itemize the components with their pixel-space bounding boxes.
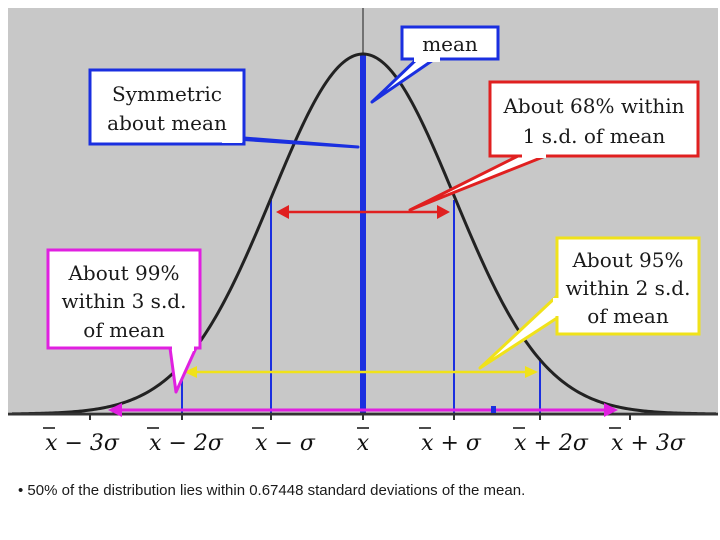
axis-label-mean: x xyxy=(357,431,370,456)
range-arrow-3sd xyxy=(108,403,618,417)
callout-symmetric-line2: about mean xyxy=(107,111,227,135)
callout-99-percent: About 99% within 3 s.d. of mean xyxy=(46,248,202,394)
callout-mean-text: mean xyxy=(422,32,478,56)
axis-label-minus-3sd: x − 3σ xyxy=(45,431,120,456)
axis-labels: x − 3σ x − 2σ x − σ x x + σ x + 2σ x + 3… xyxy=(45,431,686,456)
axis-label-plus-1sd: x + σ xyxy=(421,431,482,456)
callout-99-line2: within 3 s.d. xyxy=(62,289,187,313)
range-arrow-2sd xyxy=(184,366,538,378)
callout-95-line1: About 95% xyxy=(571,248,683,272)
range-arrow-1sd xyxy=(276,205,450,219)
axis-label-plus-2sd: x + 2σ xyxy=(514,431,589,456)
callout-95-line3: of mean xyxy=(587,304,669,328)
bell-curve xyxy=(11,52,717,416)
callout-99-line3: of mean xyxy=(83,318,165,342)
callout-99-line1: About 99% xyxy=(67,261,179,285)
small-blue-marker xyxy=(491,406,496,413)
callout-68-line2: 1 s.d. of mean xyxy=(523,124,666,148)
axis-label-minus-1sd: x − σ xyxy=(255,431,316,456)
callout-mean: mean xyxy=(370,25,500,104)
normal-distribution-diagram: mean Symmetric about mean About 68% with… xyxy=(8,8,718,456)
callout-68-line1: About 68% within xyxy=(502,94,684,118)
callout-95-percent: About 95% within 2 s.d. of mean xyxy=(478,236,701,370)
callout-symmetric: Symmetric about mean xyxy=(88,68,360,149)
caption-bullet: • 50% of the distribution lies within 0.… xyxy=(18,482,526,499)
axis-label-plus-3sd: x + 3σ xyxy=(611,431,686,456)
callout-68-percent: About 68% within 1 s.d. of mean xyxy=(408,80,700,212)
axis-ticks xyxy=(89,414,631,420)
callout-symmetric-line1: Symmetric xyxy=(112,82,222,106)
axis-label-minus-2sd: x − 2σ xyxy=(149,431,224,456)
callout-95-line2: within 2 s.d. xyxy=(566,276,691,300)
